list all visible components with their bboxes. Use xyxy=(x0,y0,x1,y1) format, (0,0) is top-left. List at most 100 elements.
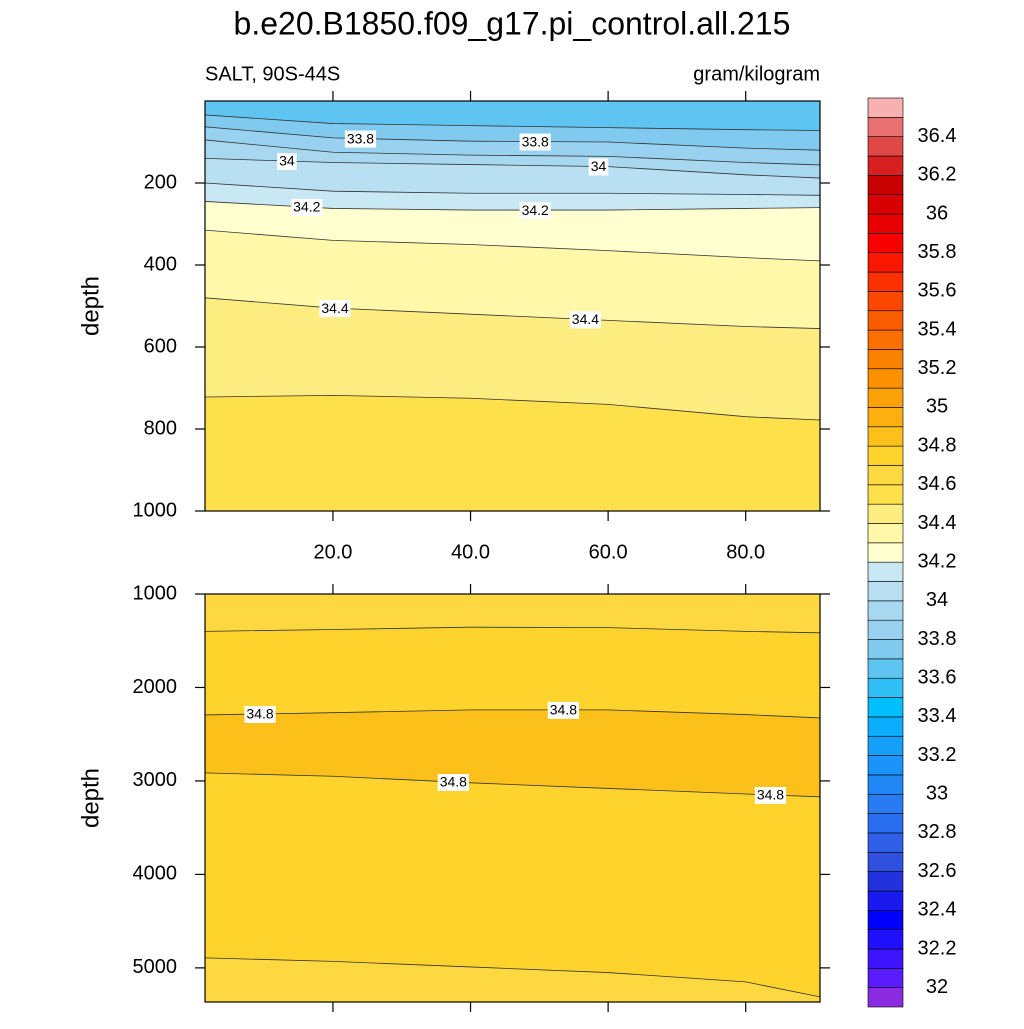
contour-label-text: 34 xyxy=(279,153,295,169)
contour-line xyxy=(205,709,820,719)
colorbar-box xyxy=(867,542,904,563)
colorbar-box xyxy=(867,349,904,370)
colorbar-label: 35.8 xyxy=(918,241,957,263)
plot-area xyxy=(205,594,820,1002)
contour-label-box xyxy=(319,300,351,318)
contour-label: 34.2 xyxy=(291,199,323,216)
colorbar-box xyxy=(867,948,904,969)
colorbar-box xyxy=(867,213,904,234)
colorbar-box xyxy=(867,445,904,466)
plot-area xyxy=(205,101,820,511)
y-axis-label: depth xyxy=(77,768,104,828)
contour-label: 34.4 xyxy=(319,300,351,318)
contour-label-box xyxy=(244,705,276,723)
contour-label: 34 xyxy=(588,158,609,176)
colorbar-box xyxy=(867,755,904,776)
colorbar-box xyxy=(867,291,904,312)
colorbar-box xyxy=(867,561,904,582)
colorbar-box xyxy=(867,97,904,118)
contour-line xyxy=(205,114,820,131)
y-tick-label: 4000 xyxy=(133,863,178,885)
colorbar-box xyxy=(867,851,904,872)
contour-fill xyxy=(205,772,820,1002)
contour-line xyxy=(205,158,820,179)
plot-frame xyxy=(204,100,821,512)
contour-line xyxy=(205,626,820,634)
colorbar-box xyxy=(867,968,904,988)
colorbar-box xyxy=(867,465,904,486)
contour-label: 33.8 xyxy=(344,130,377,148)
subtitle-right: gram/kilogram xyxy=(693,63,820,85)
colorbar-label: 36.4 xyxy=(918,125,957,147)
contour-label-text: 34.2 xyxy=(293,199,320,215)
colorbar-label: 32.8 xyxy=(918,821,957,843)
colorbar-box xyxy=(867,426,904,447)
colorbar-box xyxy=(867,697,904,718)
colorbar-label: 34.2 xyxy=(918,550,957,572)
colorbar-box xyxy=(867,484,904,505)
colorbar-box xyxy=(867,175,904,196)
colorbar-box xyxy=(867,503,904,524)
colorbar-box xyxy=(867,252,904,273)
contour-label-text: 34.8 xyxy=(246,706,273,722)
colorbar-box xyxy=(867,890,904,911)
contour-label-text: 34.8 xyxy=(550,702,577,718)
contour-line xyxy=(205,182,820,196)
contour-label-box xyxy=(547,701,580,719)
y-tick-label: 2000 xyxy=(133,676,178,698)
y-tick-label: 5000 xyxy=(133,956,178,978)
contour-line xyxy=(205,297,820,329)
colorbar-label: 33.6 xyxy=(918,666,957,688)
colorbar-label: 33.8 xyxy=(918,628,957,650)
contour-label: 34.8 xyxy=(244,705,276,723)
colorbar-box xyxy=(867,600,904,621)
contour-label-text: 34.8 xyxy=(757,787,784,803)
contour-label-box xyxy=(519,202,551,220)
contour-line xyxy=(205,139,820,166)
colorbar-box xyxy=(867,407,904,428)
y-tick-label: 1000 xyxy=(133,499,178,521)
contour-fill xyxy=(205,957,820,1002)
colorbar-label: 35.2 xyxy=(918,357,957,379)
x-tick-label: 40.0 xyxy=(451,541,490,563)
colorbar-label: 35.4 xyxy=(918,318,957,340)
colorbar-box xyxy=(867,793,904,814)
y-tick-label: 1000 xyxy=(133,582,178,604)
contour-label-text: 33.8 xyxy=(522,133,549,149)
colorbar-box xyxy=(867,310,904,331)
x-tick-label: 80.0 xyxy=(726,541,765,563)
colorbar-box xyxy=(867,677,904,698)
colorbar-box xyxy=(867,735,904,756)
colorbar-box xyxy=(867,658,904,679)
contour-label: 34.8 xyxy=(547,701,580,719)
x-tick-label: 60.0 xyxy=(589,541,628,563)
contour-label-box xyxy=(437,773,469,791)
colorbar-label: 34 xyxy=(926,589,948,611)
colorbar-box xyxy=(867,329,904,350)
colorbar-label: 33 xyxy=(926,783,948,805)
colorbar-box xyxy=(867,155,904,176)
colorbar-label: 32 xyxy=(926,976,948,998)
y-tick-label: 400 xyxy=(144,253,177,275)
colorbar-label: 32.4 xyxy=(918,899,957,921)
contour-label-text: 34.4 xyxy=(321,300,348,316)
colorbar-box xyxy=(867,523,904,544)
colorbar-box xyxy=(867,387,904,408)
contour-line xyxy=(205,394,820,421)
colorbar-label: 34.4 xyxy=(918,512,957,534)
y-tick-label: 3000 xyxy=(133,769,178,791)
colorbar-box xyxy=(867,233,904,254)
y-axis-label: depth xyxy=(77,276,104,336)
contour-fill xyxy=(205,395,820,511)
colorbar-label: 32.2 xyxy=(918,937,957,959)
colorbar-box xyxy=(867,774,904,795)
colorbar-label: 36 xyxy=(926,202,948,224)
contour-line xyxy=(205,229,820,262)
contour-label-text: 34 xyxy=(591,158,607,174)
colorbar-label: 33.4 xyxy=(918,705,957,727)
colorbar-box xyxy=(867,581,904,602)
contour-label-text: 33.8 xyxy=(347,130,374,146)
contour-label-box xyxy=(588,158,609,176)
colorbar-box xyxy=(867,832,904,853)
